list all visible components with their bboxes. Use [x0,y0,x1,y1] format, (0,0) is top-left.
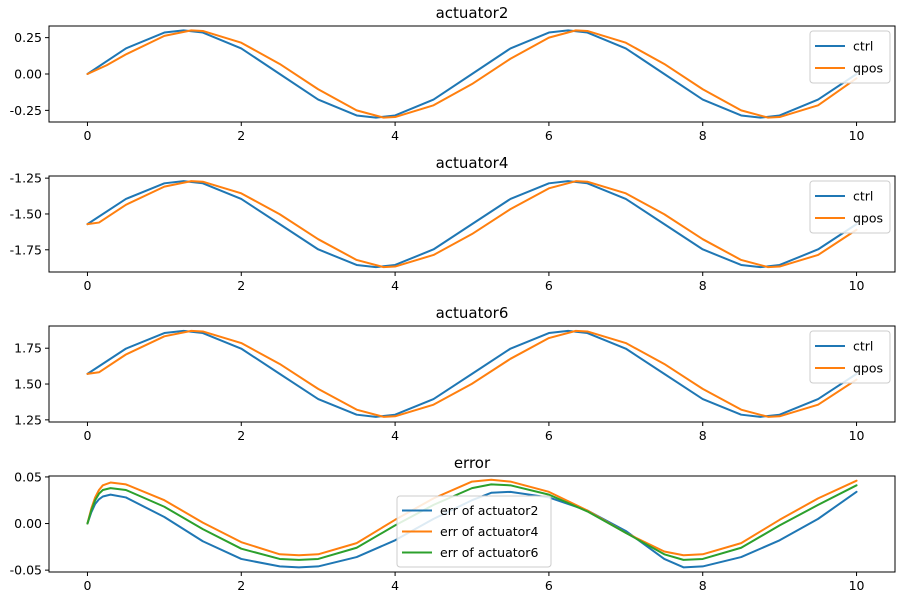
axes-frame [48,325,896,423]
subplot-title: actuator4 [436,154,509,172]
y-tick-label: 0.00 [14,67,42,82]
series-line-3 [86,483,858,561]
x-tick-label: 0 [83,128,91,143]
x-tick-label: 6 [545,578,553,593]
legend-box [809,30,891,84]
legend-label-1: ctrl [853,189,873,204]
y-tick-label: -0.25 [10,103,42,118]
series-line-2 [86,329,858,418]
legend: ctrl qpos [809,30,891,84]
x-tick-label: 0 [83,428,91,443]
legend: ctrl qpos [809,330,891,384]
series-line-1 [86,180,858,269]
legend-box [809,330,891,384]
y-tick-label: 1.75 [14,341,42,356]
legend-box [396,495,552,568]
y-tick-label: -0.05 [10,563,42,578]
legend-label-3: err of actuator6 [440,545,538,560]
legend: ctrl qpos [809,180,891,234]
series-line-1 [86,329,858,418]
subplot-3: actuator6 0 2 4 6 8 10 1.25 1.50 1.75 ctrl qpos [14,304,896,443]
subplot-title: actuator6 [436,304,509,322]
legend-label-2: qpos [853,361,883,376]
x-tick-label: 8 [699,428,707,443]
legend-label-2: qpos [853,61,883,76]
legend-label-1: ctrl [853,39,873,54]
y-tick-label: 0.00 [14,516,42,531]
x-tick-label: 0 [83,278,91,293]
series-line-1 [86,490,858,569]
subplot-1: actuator2 0 2 4 6 8 10 -0.25 0.00 0.25 ctrl qpos [10,4,896,143]
subplot-title: actuator2 [436,4,509,22]
legend-label-2: qpos [853,211,883,226]
x-tick-label: 2 [237,578,245,593]
x-tick-label: 4 [391,428,399,443]
legend-box [809,180,891,234]
legend-label-2: err of actuator4 [440,524,538,539]
subplot-4: error 0 2 4 6 8 10 -0.05 0.00 0.05 err of actuator… [10,454,896,593]
y-tick-label: -1.50 [10,206,42,221]
legend-label-1: ctrl [853,339,873,354]
x-tick-label: 10 [849,128,865,143]
x-tick-label: 4 [391,278,399,293]
series-line-1 [86,29,858,119]
subplot-title: error [454,454,491,472]
x-tick-label: 8 [699,278,707,293]
series-line-2 [86,180,858,269]
legend: err of actuator2 err of actuator4 err of a… [396,495,552,568]
x-tick-label: 6 [545,128,553,143]
x-tick-label: 8 [699,128,707,143]
x-tick-label: 6 [545,428,553,443]
y-tick-label: -1.75 [10,242,42,257]
x-tick-label: 2 [237,128,245,143]
x-tick-label: 4 [391,578,399,593]
axes-frame [48,175,896,273]
x-tick-label: 10 [849,578,865,593]
subplot-2: actuator4 0 2 4 6 8 10 -1.75 -1.50 -1.25 ctrl qpos [10,154,896,293]
y-tick-label: -1.25 [10,171,42,186]
y-tick-label: 1.25 [14,412,42,427]
x-tick-label: 10 [849,428,865,443]
x-tick-label: 2 [237,278,245,293]
x-tick-label: 4 [391,128,399,143]
x-tick-label: 0 [83,578,91,593]
series-line-2 [86,478,858,557]
y-tick-label: 0.05 [14,469,42,484]
legend-label-1: err of actuator2 [440,503,538,518]
y-tick-label: 0.25 [14,30,42,45]
x-tick-label: 10 [849,278,865,293]
x-tick-label: 8 [699,578,707,593]
series-line-2 [86,29,858,119]
x-tick-label: 2 [237,428,245,443]
x-tick-label: 6 [545,278,553,293]
y-tick-label: 1.50 [14,377,42,392]
